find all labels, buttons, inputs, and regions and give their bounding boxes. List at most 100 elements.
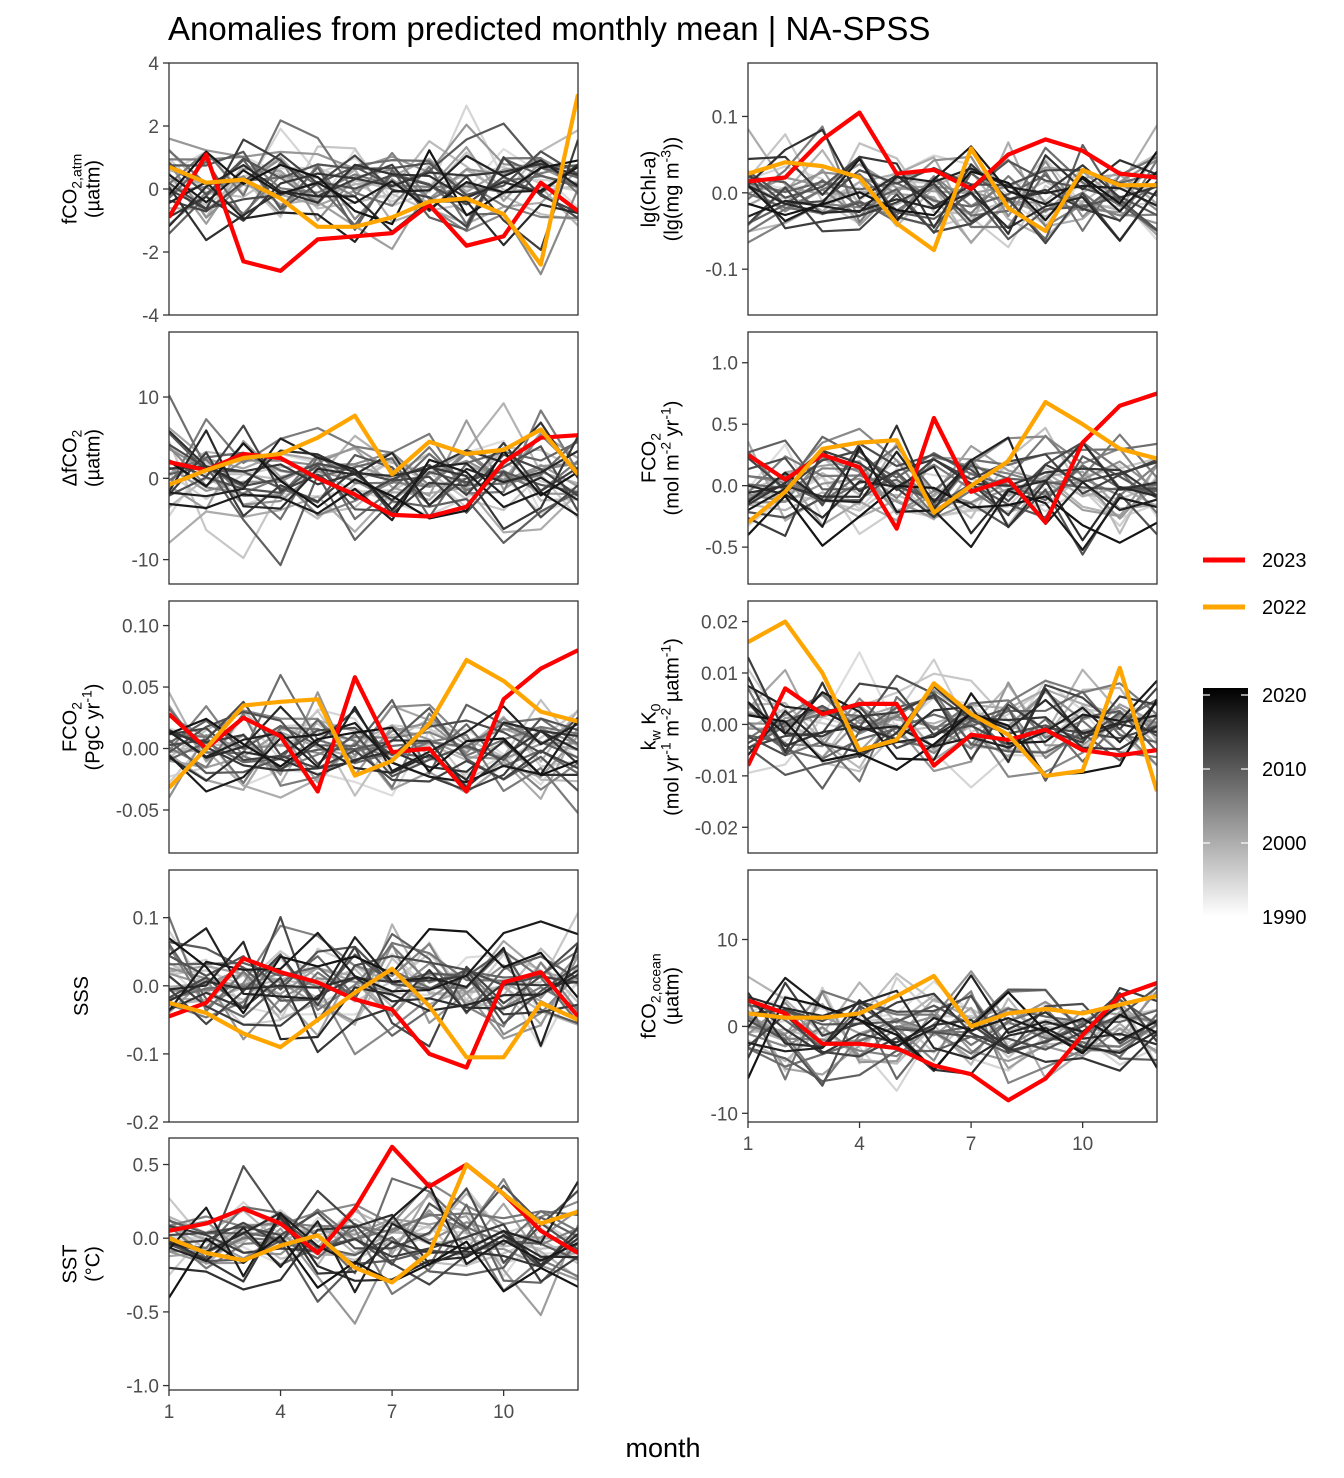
y-tick-label: 0.00 — [122, 740, 159, 761]
y-tick-label: -2 — [142, 243, 159, 264]
y-axis-title-line: (°C) — [83, 1246, 105, 1282]
year-colorbar — [1203, 688, 1248, 916]
panel-fco2atm: 4 2 0 -2 -4 fCO2,atm(µatm) — [60, 54, 579, 327]
series-line-2023 — [748, 981, 1157, 1103]
y-axis-title-line: (µatm) — [662, 967, 684, 1025]
y-tick-label: -0.2 — [126, 1113, 159, 1134]
series-line-2022 — [169, 966, 578, 1060]
series-line-2022 — [169, 1162, 578, 1285]
y-axis-title-line: SSS — [71, 976, 93, 1016]
y-tick-label: -0.1 — [705, 260, 738, 281]
y-tick-label: -0.1 — [126, 1045, 159, 1066]
panel-chla: 0.1 0.0 -0.1 lg(Chl-a) (lg(mg m-3)) — [639, 62, 1158, 316]
y-axis-title-line: SST — [60, 1245, 82, 1284]
y-axis-title-line: lg(Chl-a) — [639, 151, 661, 228]
x-tick-label: 1 — [743, 1134, 754, 1155]
panel-frame — [747, 331, 1158, 585]
colorbar-label: 2010 — [1262, 759, 1307, 781]
series-line-2022 — [169, 413, 578, 487]
series-line-2022 — [748, 400, 1157, 525]
y-axis-title-line: (µatm) — [83, 429, 105, 487]
legend-label: 2023 — [1262, 550, 1307, 572]
y-tick-label: 4 — [148, 54, 159, 75]
panel-frame — [747, 62, 1158, 316]
y-tick-label: 0.01 — [701, 664, 738, 685]
y-axis-title-line: (lg(mg m-3)) — [658, 137, 684, 242]
panel-fco2_pgc: 0.10 0.05 0.00 -0.05 FCO2(PgC yr-1) — [60, 600, 579, 854]
x-tick-label: 1 — [164, 1402, 175, 1423]
y-axis-title-line: ΔfCO2 — [60, 429, 85, 486]
series-line-2023 — [169, 648, 578, 794]
panel-frame — [747, 869, 1158, 1123]
colorbar-label: 2000 — [1262, 833, 1307, 855]
panel-sss: 0.1 0.0 -0.1 -0.2 SSS — [71, 869, 579, 1134]
historical-lines — [748, 424, 1157, 556]
y-axis-title: kw K0(mol yr-1 m-2 µatm-1) — [639, 638, 684, 816]
panel-sst: 0.5 0.0 -0.5 -1.01 4 7 10 SST (°C) — [60, 1137, 579, 1423]
series-line-2022 — [748, 619, 1157, 792]
historical-lines — [169, 394, 578, 567]
series-line-2023 — [748, 110, 1157, 192]
y-tick-label: -0.5 — [705, 538, 738, 559]
y-tick-label: 0 — [727, 1017, 738, 1038]
x-tick-label: 4 — [854, 1134, 865, 1155]
panel-dfco2: 10 0 -10 ΔfCO2(µatm) — [60, 331, 579, 585]
y-axis-title-line: (mol m-2 yr-1) — [658, 401, 684, 516]
y-tick-label: 0.0 — [133, 977, 159, 998]
y-tick-label: 0 — [148, 180, 159, 201]
y-tick-label: 0.00 — [701, 715, 738, 736]
y-axis-title: SSS — [71, 976, 93, 1016]
series-line-2022 — [169, 657, 578, 790]
chart-title: Anomalies from predicted monthly mean | … — [168, 10, 930, 47]
y-tick-label: 0.5 — [712, 415, 738, 436]
y-axis-title: lg(Chl-a) (lg(mg m-3)) — [639, 137, 684, 242]
panel-kwk0: 0.02 0.01 0.00 -0.01 -0.02 kw K0(mol yr-1 m-2… — [639, 600, 1158, 854]
historical-lines — [169, 912, 578, 1056]
y-axis-title-line: FCO2 — [60, 702, 85, 752]
y-tick-label: -0.05 — [116, 801, 159, 822]
y-tick-label: -10 — [132, 551, 159, 572]
historical-lines — [748, 124, 1157, 249]
y-tick-label: 0.10 — [122, 617, 159, 638]
series-line-2023 — [169, 433, 578, 519]
y-axis-title-line: kw K0 — [639, 703, 664, 750]
y-axis-title: FCO2(mol m-2 yr-1) — [639, 401, 684, 516]
historical-lines — [169, 1165, 578, 1325]
x-tick-label: 4 — [275, 1402, 286, 1423]
panel-fco2ocean: 10 0 -101 4 7 10 fCO2,ocean(µatm) — [639, 869, 1158, 1155]
y-axis-title-line: (PgC yr-1) — [79, 684, 105, 771]
y-axis-title: SST (°C) — [60, 1245, 105, 1284]
y-tick-label: 0.02 — [701, 613, 738, 634]
y-tick-label: 0.05 — [122, 678, 159, 699]
y-tick-label: -4 — [142, 306, 159, 327]
y-axis-title-line: (µatm) — [83, 160, 105, 218]
series-line-2022 — [169, 94, 578, 267]
y-axis-title-line: FCO2 — [639, 433, 664, 483]
y-tick-label: 0.0 — [133, 1229, 159, 1250]
y-tick-label: 2 — [148, 117, 159, 138]
series-line-2022 — [748, 973, 1157, 1029]
y-axis-title-line: fCO2,atm — [60, 154, 85, 225]
historical-lines — [169, 104, 578, 276]
y-tick-label: 0.0 — [712, 184, 738, 205]
x-tick-label: 10 — [493, 1402, 514, 1423]
y-axis-title: ΔfCO2(µatm) — [60, 429, 105, 487]
y-tick-label: 0.0 — [712, 477, 738, 498]
legend-label: 2022 — [1262, 597, 1307, 619]
x-tick-label: 7 — [387, 1402, 398, 1423]
y-tick-label: 10 — [138, 388, 159, 409]
x-axis-label: month — [625, 1433, 700, 1463]
y-axis-title: fCO2,ocean(µatm) — [639, 953, 684, 1038]
y-tick-label: -1.0 — [126, 1377, 159, 1398]
y-tick-label: -0.5 — [126, 1303, 159, 1324]
historical-lines — [169, 673, 578, 814]
series-line-2022 — [748, 146, 1157, 253]
panel-frame — [168, 600, 579, 854]
x-tick-label: 7 — [966, 1134, 977, 1155]
x-tick-label: 10 — [1072, 1134, 1093, 1155]
y-axis-title: FCO2(PgC yr-1) — [60, 684, 105, 771]
y-tick-label: -0.01 — [695, 767, 738, 788]
y-axis-title: fCO2,atm(µatm) — [60, 154, 105, 225]
y-tick-label: 0.5 — [133, 1156, 159, 1177]
